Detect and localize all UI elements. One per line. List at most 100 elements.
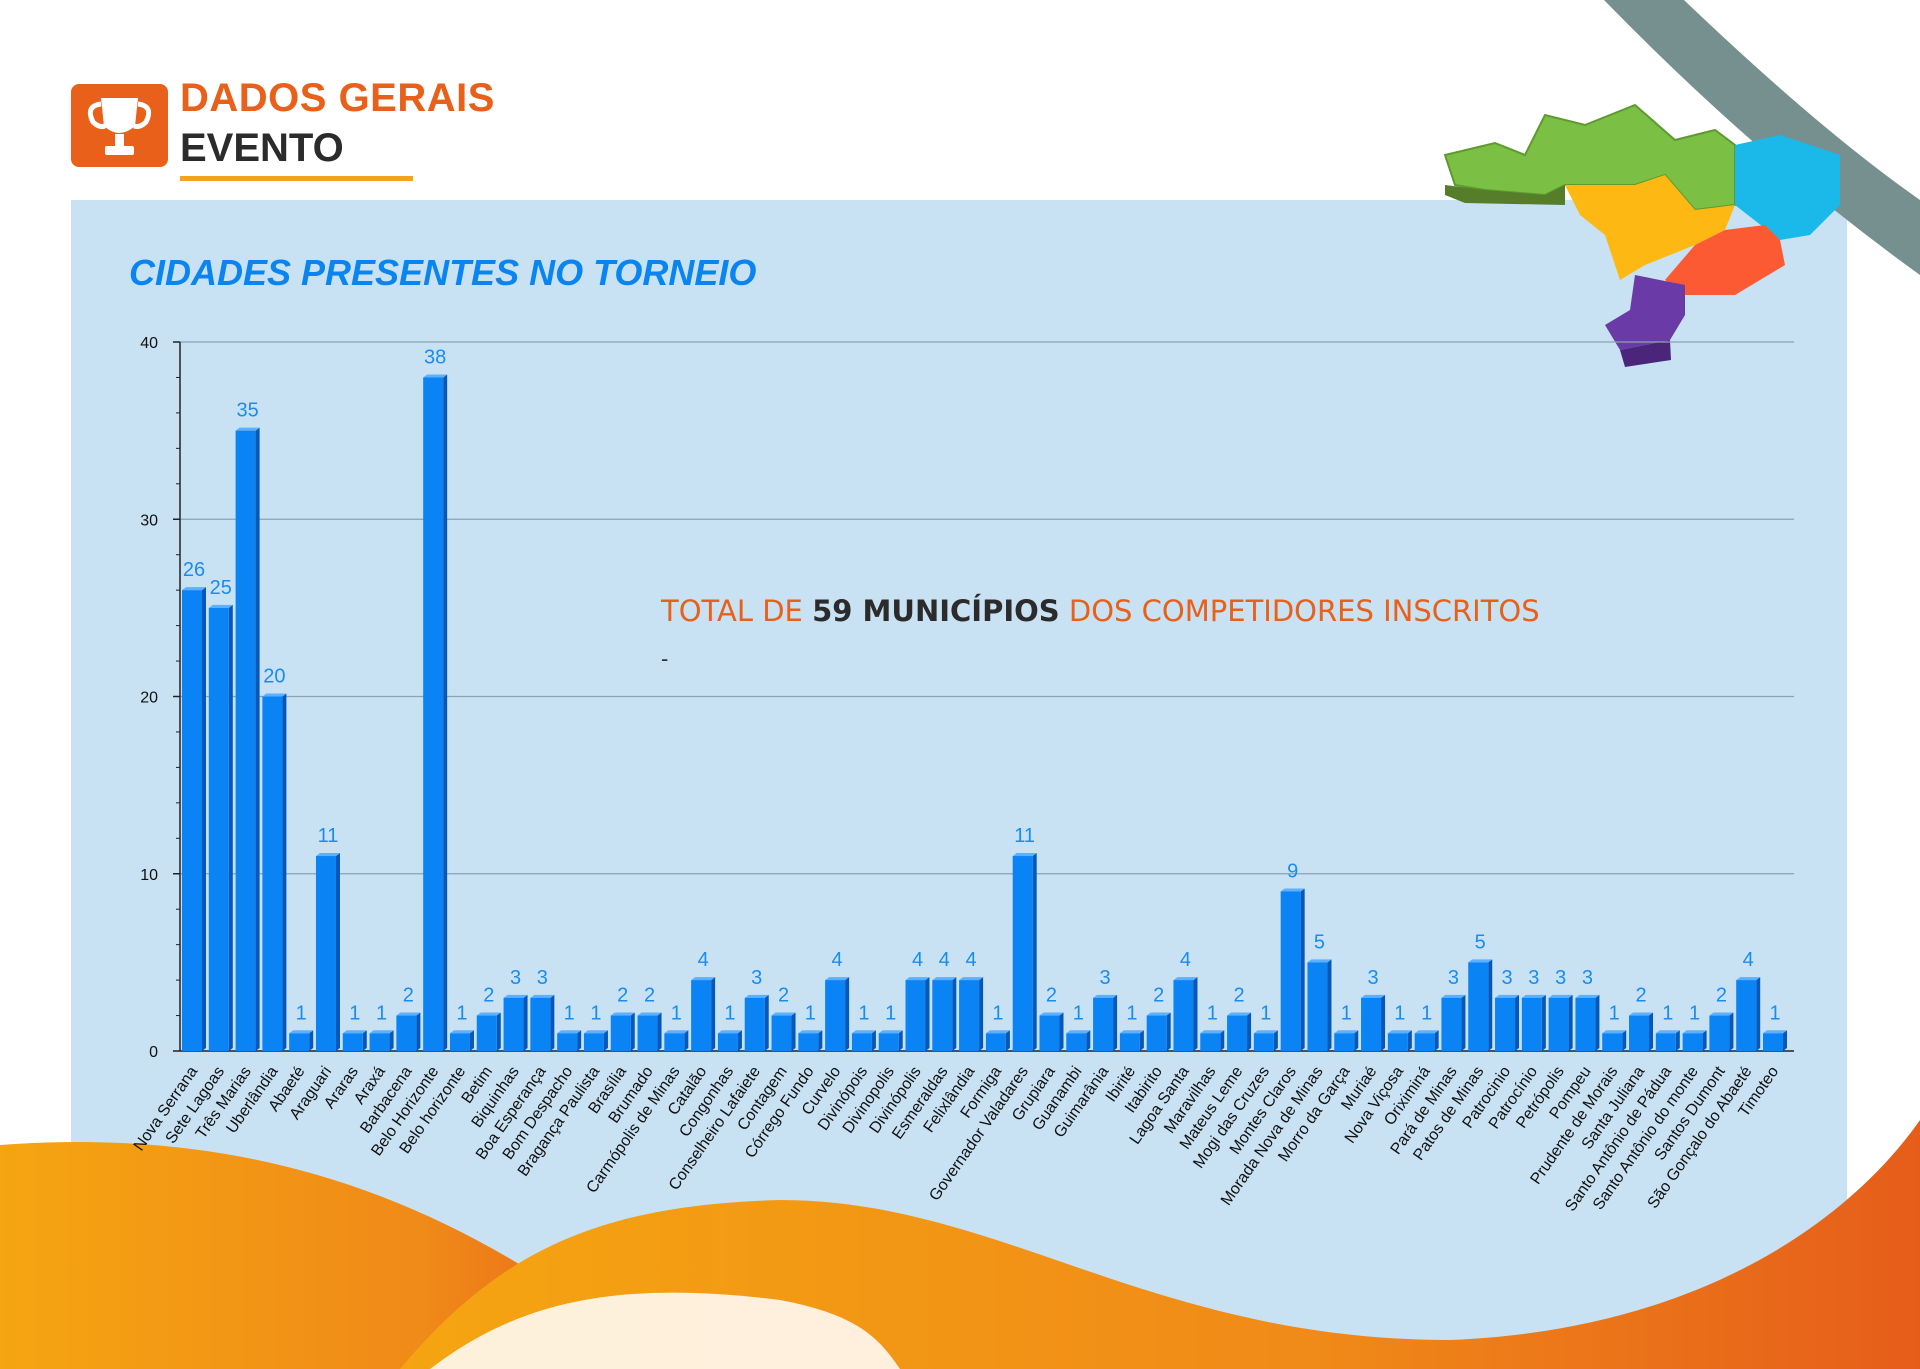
data-label: 3 — [751, 967, 762, 989]
bar-top — [1441, 994, 1466, 998]
bar-top — [798, 1030, 823, 1034]
data-label: 38 — [424, 346, 446, 368]
bar — [583, 1033, 604, 1051]
bar-top — [1682, 1030, 1707, 1034]
bar — [1146, 1015, 1167, 1051]
data-label: 4 — [832, 949, 843, 971]
data-label: 2 — [644, 985, 655, 1007]
data-label: 1 — [671, 1002, 682, 1024]
bar — [1468, 962, 1489, 1051]
bar-top — [1146, 1012, 1171, 1016]
bar-top — [396, 1012, 421, 1016]
bar-side — [228, 604, 233, 1051]
data-label: 26 — [183, 559, 205, 581]
bar-side — [818, 1030, 823, 1051]
bar-side — [952, 977, 957, 1051]
data-label: 3 — [1100, 967, 1111, 989]
bar-side — [1381, 994, 1386, 1051]
bar-top — [1736, 977, 1761, 981]
bar-top — [1575, 994, 1600, 998]
bar-side — [255, 427, 260, 1051]
bar-side — [1166, 1012, 1171, 1051]
data-label: 11 — [318, 825, 339, 847]
bar — [1414, 1033, 1435, 1051]
y-tick-label: 40 — [140, 335, 158, 352]
bar-top — [423, 374, 448, 378]
bar-side — [657, 1012, 662, 1051]
data-label: 2 — [1046, 985, 1057, 1007]
bar — [1655, 1033, 1676, 1051]
bar-side — [1541, 994, 1546, 1051]
bar-top — [1468, 959, 1493, 963]
bar — [1066, 1033, 1087, 1051]
bar — [1200, 1033, 1221, 1051]
data-label: 3 — [1582, 967, 1593, 989]
bar-side — [1434, 1030, 1439, 1051]
bar-side — [1783, 1030, 1787, 1051]
bar-top — [235, 427, 260, 431]
summary-text: TOTAL DE 59 MUNICÍPIOS DOS COMPETIDORES … — [661, 594, 1540, 628]
data-label: 1 — [376, 1002, 387, 1024]
bar — [771, 1015, 792, 1051]
bar-top — [1280, 888, 1305, 892]
bar-side — [202, 587, 206, 1051]
bar — [342, 1033, 363, 1051]
bar-side — [1327, 959, 1332, 1051]
bar-side — [496, 1012, 501, 1051]
bar-side — [925, 977, 930, 1051]
bar — [959, 980, 980, 1051]
bar-top — [1334, 1030, 1359, 1034]
bar-top — [851, 1030, 876, 1034]
bar — [1093, 997, 1114, 1051]
bar-side — [630, 1012, 635, 1051]
bar-side — [791, 1012, 796, 1051]
bar-side — [523, 994, 528, 1051]
data-label: 4 — [912, 949, 923, 971]
bar-side — [1300, 888, 1305, 1051]
data-label: 2 — [1153, 985, 1164, 1007]
bar-top — [1655, 1030, 1680, 1034]
data-label: 1 — [992, 1002, 1003, 1024]
data-label: 3 — [510, 967, 521, 989]
data-label: 2 — [1234, 985, 1245, 1007]
bar-top — [583, 1030, 608, 1034]
bar — [985, 1033, 1006, 1051]
data-label: 2 — [778, 985, 789, 1007]
bar-side — [737, 1030, 742, 1051]
bar-top — [557, 1030, 582, 1034]
data-label: 1 — [805, 1002, 816, 1024]
bar-top — [878, 1030, 903, 1034]
bar — [1387, 1033, 1408, 1051]
bar-top — [985, 1030, 1010, 1034]
bar-side — [603, 1030, 608, 1051]
bar-side — [1247, 1012, 1252, 1051]
bar-top — [1066, 1030, 1091, 1034]
bar — [1012, 856, 1033, 1051]
data-label: 3 — [1528, 967, 1539, 989]
bar — [557, 1033, 578, 1051]
bar-side — [443, 374, 448, 1051]
header-subtitle: EVENTO — [180, 126, 344, 170]
bar-side — [1488, 959, 1493, 1051]
bar-top — [503, 994, 528, 998]
y-tick-label: 10 — [140, 867, 158, 884]
bar-top — [691, 977, 716, 981]
data-label: 1 — [590, 1002, 601, 1024]
bar-side — [979, 977, 984, 1051]
bar-top — [664, 1030, 689, 1034]
data-label: 2 — [483, 985, 494, 1007]
y-tick-label: 30 — [140, 512, 158, 529]
y-tick-label: 0 — [149, 1044, 158, 1061]
bar — [1682, 1033, 1703, 1051]
bar — [182, 590, 202, 1051]
bar — [449, 1033, 470, 1051]
bar-top — [262, 693, 287, 697]
bar-side — [1193, 977, 1198, 1051]
data-label: 1 — [296, 1002, 307, 1024]
bar-side — [1675, 1030, 1680, 1051]
data-label: 2 — [403, 985, 414, 1007]
bar — [691, 980, 712, 1051]
grey-diagonal-band — [1604, 0, 1920, 275]
